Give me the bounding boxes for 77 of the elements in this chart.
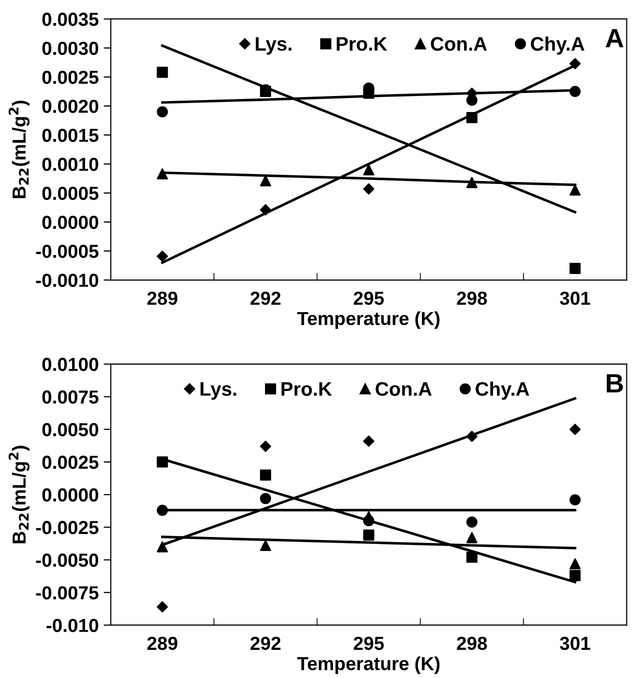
point xyxy=(156,168,168,180)
point xyxy=(466,532,478,544)
point xyxy=(363,164,374,176)
legend-label: Con.A xyxy=(430,36,487,51)
x-tick-label: 298 xyxy=(456,636,487,650)
point xyxy=(569,424,581,435)
point xyxy=(260,175,272,186)
point xyxy=(570,262,581,274)
y-tick-label: -0.0075 xyxy=(36,586,98,600)
x-tick-label: 301 xyxy=(560,636,590,650)
y-tick-label: -0.0050 xyxy=(36,554,98,567)
y-tick-label: -0.0025 xyxy=(36,520,98,534)
point xyxy=(569,58,581,70)
legend-label: Con.A xyxy=(376,382,432,396)
y-tick-label: -0.0010 xyxy=(36,274,98,287)
point xyxy=(260,469,272,481)
x-tick-label: 295 xyxy=(354,636,384,650)
point xyxy=(570,86,581,98)
legend-label: Chy.A xyxy=(476,382,530,400)
point xyxy=(260,492,272,504)
y-tick-label: 0.0000 xyxy=(42,216,98,229)
point xyxy=(570,558,581,570)
point xyxy=(466,177,478,188)
point xyxy=(156,250,168,262)
point xyxy=(570,494,581,506)
x-tick-label: 292 xyxy=(250,636,280,650)
point xyxy=(466,516,478,528)
y-tick-label: 0.0020 xyxy=(42,100,98,113)
legend-label: Pro.K xyxy=(336,37,388,51)
legend-label: Lys. xyxy=(200,382,236,400)
point xyxy=(570,570,581,582)
x-tick-label: 292 xyxy=(250,292,280,305)
y-tick-label: -0.0005 xyxy=(36,244,98,258)
y-axis-title: B$_{22}$(mL/g$^{2}$) xyxy=(8,100,30,198)
point xyxy=(156,504,168,516)
x-tick-label: 289 xyxy=(147,636,178,650)
x-tick-label: 301 xyxy=(560,292,590,305)
y-tick-label: 0.0100 xyxy=(42,358,98,372)
y-tick-label: 0.0000 xyxy=(42,488,98,502)
y-tick-label: -0.010 xyxy=(46,618,98,632)
annotation: B xyxy=(606,374,623,392)
y-tick-label: 0.0035 xyxy=(42,12,98,26)
point xyxy=(156,456,168,468)
x-tick-label: 295 xyxy=(354,292,384,305)
y-tick-label: 0.0025 xyxy=(42,456,98,469)
y-tick-label: 0.0075 xyxy=(42,390,98,404)
point xyxy=(363,183,374,195)
point xyxy=(466,94,478,106)
y-axis-title: B$_{22}$(mL/g$^{2}$) xyxy=(8,446,30,544)
point xyxy=(156,601,168,612)
y-tick-label: 0.0050 xyxy=(42,423,98,436)
y-tick-label: 0.0010 xyxy=(42,158,98,171)
point xyxy=(156,106,168,118)
point xyxy=(466,430,478,442)
x-axis-title: Temperature (K) xyxy=(297,311,440,329)
point xyxy=(260,440,272,452)
legend-label: Chy.A xyxy=(530,36,584,55)
x-tick-label: 289 xyxy=(147,292,178,305)
y-tick-label: 0.0005 xyxy=(42,186,98,200)
point xyxy=(363,530,374,541)
x-tick-label: 298 xyxy=(456,292,487,305)
x-axis-title: Temperature (K) xyxy=(297,656,440,674)
y-tick-label: 0.0015 xyxy=(42,128,98,142)
y-tick-label: 0.0025 xyxy=(42,70,98,84)
point xyxy=(466,112,478,124)
annotation: A xyxy=(606,29,624,48)
point xyxy=(363,515,374,526)
legend-label: Pro.K xyxy=(282,382,332,396)
point xyxy=(156,66,168,78)
point xyxy=(466,552,478,563)
legend-label: Lys. xyxy=(256,37,292,55)
point xyxy=(156,541,168,552)
point xyxy=(363,435,374,447)
point xyxy=(260,204,272,216)
point xyxy=(260,540,272,552)
point xyxy=(570,184,581,196)
y-tick-label: 0.0030 xyxy=(42,42,98,55)
